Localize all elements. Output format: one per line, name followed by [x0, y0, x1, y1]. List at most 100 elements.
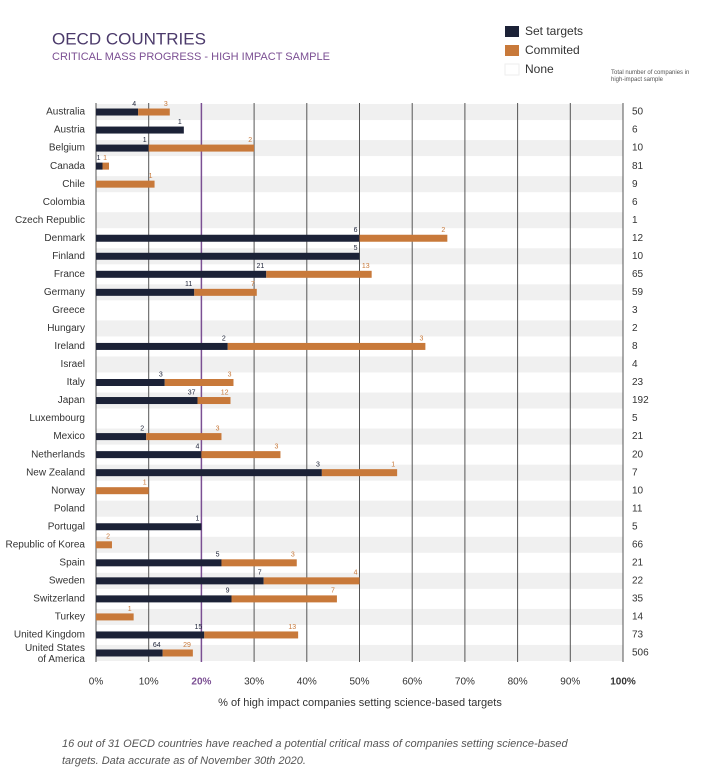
y-tick-label: Canada — [50, 161, 85, 172]
x-tick-label: 100% — [610, 677, 636, 688]
bar-segment — [96, 559, 222, 567]
total-label: 50 — [632, 107, 644, 118]
legend-swatch — [505, 26, 519, 37]
total-label: 35 — [632, 594, 644, 605]
bar-segment — [231, 595, 337, 603]
total-label: 506 — [632, 648, 649, 659]
chart-title: OECD COUNTRIES — [52, 29, 206, 48]
data-label: 1 — [97, 155, 101, 162]
bar-segment — [96, 162, 103, 170]
y-tick-label: Republic of Korea — [6, 539, 86, 550]
total-label: 21 — [632, 431, 644, 442]
footnote: 16 out of 31 OECD countries have reached… — [62, 738, 568, 767]
x-tick-label: 60% — [402, 677, 422, 688]
data-label: 2 — [106, 534, 110, 541]
bar-segment — [96, 577, 264, 585]
total-label: 59 — [632, 287, 644, 298]
y-tick-label: Hungary — [47, 323, 85, 334]
x-tick-label: 80% — [508, 677, 528, 688]
y-tick-label: Norway — [51, 485, 85, 496]
total-label: 4 — [632, 359, 638, 370]
bar-segment — [164, 379, 234, 386]
x-tick-label: 90% — [560, 677, 580, 688]
y-tick-label: Portugal — [48, 521, 85, 532]
y-tick-label: New Zealand — [26, 467, 85, 478]
y-tick-label: United Kingdom — [14, 630, 85, 641]
y-tick-label: Spain — [59, 557, 85, 568]
total-label: 1 — [632, 215, 638, 226]
bar-segment — [221, 559, 297, 567]
bar-segment — [96, 342, 228, 350]
data-label: 1 — [103, 155, 107, 162]
bar-segment — [138, 108, 170, 116]
y-tick-label: Israel — [61, 359, 85, 370]
x-tick-label: 0% — [89, 677, 104, 688]
bar-segment — [96, 108, 139, 116]
bar-segment — [96, 379, 165, 386]
data-label: 3 — [159, 371, 163, 378]
total-label: 5 — [632, 413, 638, 424]
x-tick-label: 20% — [191, 677, 211, 688]
data-label: 1 — [143, 480, 147, 487]
x-tick-label: 10% — [139, 677, 159, 688]
y-tick-label: Japan — [58, 395, 85, 406]
bar-segment — [96, 397, 198, 405]
legend-label: None — [525, 62, 554, 76]
x-tick-label: 40% — [297, 677, 317, 688]
bar-segment — [96, 144, 149, 152]
data-label: 4 — [195, 443, 199, 450]
legend-label: Set targets — [525, 24, 583, 38]
data-label: 1 — [391, 462, 395, 469]
y-tick-label: Denmark — [44, 233, 86, 244]
data-label: 4 — [354, 570, 358, 577]
y-tick-label: Germany — [44, 287, 85, 298]
data-label: 3 — [228, 371, 232, 378]
data-label: 3 — [275, 443, 279, 450]
y-tick-label: Belgium — [49, 143, 85, 154]
y-tick-label: Poland — [54, 503, 85, 514]
data-label: 37 — [188, 389, 196, 396]
total-label: 22 — [632, 575, 644, 586]
bar-segment — [96, 126, 184, 134]
y-tick-label: Turkey — [55, 612, 85, 623]
y-tick-label: Greece — [52, 305, 85, 316]
x-tick-label: 50% — [349, 677, 369, 688]
y-tick-label: France — [54, 269, 86, 280]
bar-segment — [96, 180, 155, 188]
bar-segment — [96, 649, 163, 657]
total-label: 2 — [632, 323, 638, 334]
legend-swatch — [504, 63, 520, 76]
bar-segment — [96, 252, 360, 260]
bar-segment — [227, 342, 426, 350]
total-label: 21 — [632, 557, 644, 568]
data-label: 3 — [291, 552, 295, 559]
data-label: 3 — [316, 462, 320, 469]
bar-segment — [96, 595, 232, 603]
bar-segment — [96, 451, 202, 459]
bar-segment — [96, 288, 195, 296]
y-tick-label: Czech Republic — [15, 215, 85, 226]
bar-segment — [162, 649, 193, 657]
bar-segment — [263, 577, 360, 585]
data-label: 9 — [226, 588, 230, 595]
bar-segment — [197, 397, 231, 405]
total-label: 66 — [632, 539, 644, 550]
total-label: 11 — [632, 503, 643, 514]
chart-subtitle: CRITICAL MASS PROGRESS - HIGH IMPACT SAM… — [52, 51, 330, 63]
totals-header: Total number of companies in high-impact… — [611, 70, 690, 83]
bar-segment — [96, 613, 134, 621]
bar-segment — [201, 451, 281, 459]
y-tick-label: Australia — [46, 107, 85, 118]
total-label: 14 — [632, 612, 644, 623]
total-label: 81 — [632, 161, 644, 172]
y-tick-label: Luxembourg — [29, 413, 85, 424]
data-label: 13 — [362, 263, 370, 270]
bar-segment — [266, 270, 372, 278]
data-label: 5 — [216, 552, 220, 559]
bar-segment — [96, 487, 149, 495]
data-label: 2 — [441, 227, 445, 234]
data-label: 3 — [419, 335, 423, 342]
total-label: 6 — [632, 197, 638, 208]
bar-segment — [96, 469, 322, 477]
data-label: 4 — [132, 101, 136, 108]
